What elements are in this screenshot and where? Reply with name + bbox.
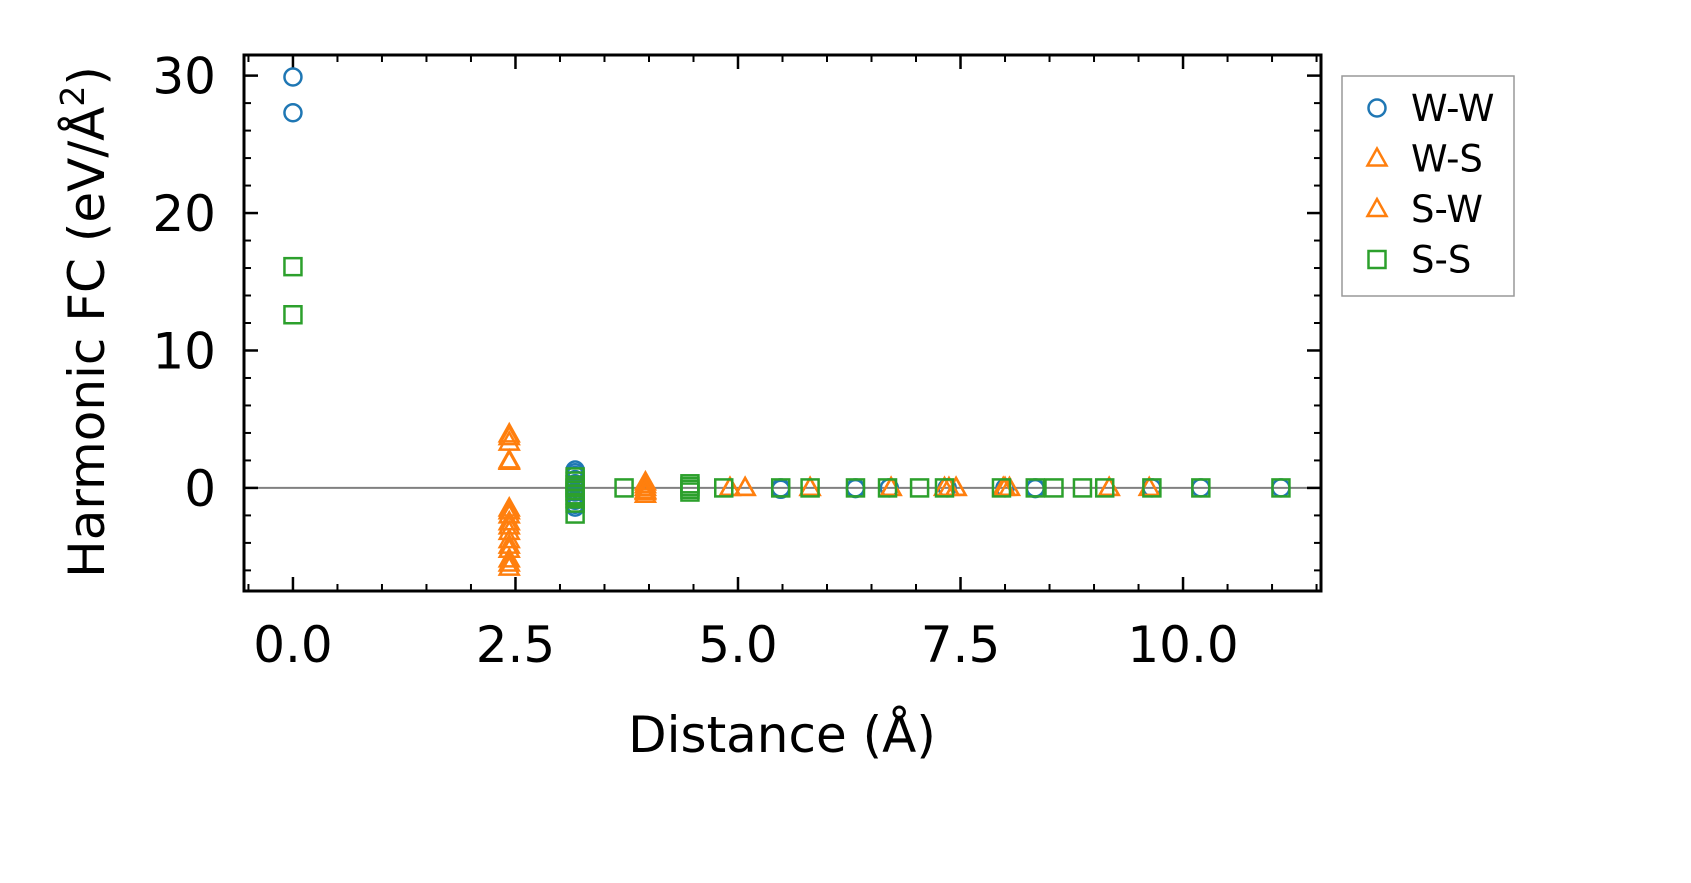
- data-point-s-w: [798, 475, 822, 497]
- series-w-w: [283, 67, 1291, 517]
- data-point-s-s: [283, 305, 303, 325]
- data-point-s-w: [497, 550, 521, 572]
- x-tick-label: 0.0: [253, 616, 333, 674]
- series-s-s: [283, 256, 1291, 524]
- data-point-s-w: [633, 472, 658, 494]
- legend-label: S-S: [1411, 239, 1471, 282]
- data-point-s-s: [1025, 478, 1046, 498]
- y-axis-label: Harmonic FC (eV/Å2): [53, 66, 116, 578]
- data-point-s-w: [497, 447, 521, 469]
- x-axis-label: Distance (Å): [628, 706, 936, 764]
- x-tick-label: 2.5: [476, 616, 556, 674]
- legend-marker-s-s: [1367, 249, 1387, 270]
- data-point-s-s: [1191, 478, 1211, 498]
- data-point-s-s: [680, 482, 700, 502]
- data-point-s-s: [934, 478, 955, 498]
- data-point-w-w: [283, 67, 303, 87]
- major-ticks: [244, 55, 1321, 591]
- x-tick-label: 7.5: [921, 616, 1001, 674]
- data-point-s-s: [991, 478, 1012, 498]
- data-point-s-w: [497, 424, 521, 446]
- legend-item-s-w: S-W: [1365, 188, 1483, 231]
- data-point-s-s: [283, 256, 303, 277]
- data-point-s-s: [770, 478, 791, 498]
- data-point-s-s: [1094, 478, 1115, 498]
- legend-item-w-s: W-S: [1365, 138, 1483, 181]
- x-tick-label: 10.0: [1127, 616, 1238, 674]
- data-point-s-s: [877, 478, 898, 498]
- data-point-w-w: [283, 102, 303, 123]
- legend-label: W-W: [1411, 87, 1495, 130]
- data-point-s-s: [1142, 478, 1162, 498]
- y-axis-label-close: ): [58, 66, 116, 86]
- x-tick-labels: 0.0 2.5 5.0 7.5 10.0: [253, 616, 1239, 674]
- plot-area: [242, 53, 1323, 593]
- data-point-w-s: [497, 546, 521, 568]
- data-point-s-s: [565, 504, 585, 524]
- plot-frame: [242, 53, 1323, 593]
- legend-marker-w-w: [1367, 98, 1387, 118]
- minor-ticks: [244, 55, 1321, 591]
- y-axis-label-superscript: 2: [53, 86, 92, 107]
- data-point-s-s: [714, 478, 734, 498]
- data-point-s-s: [845, 478, 866, 498]
- data-point-s-s: [800, 478, 820, 498]
- data-point-s-s: [909, 478, 930, 498]
- y-tick-label: 10: [152, 322, 216, 380]
- series-s-w: [497, 424, 1121, 572]
- data-point-s-s: [1072, 478, 1093, 498]
- y-tick-labels: 0 10 20 30: [152, 48, 216, 518]
- legend-item-w-w: W-W: [1367, 87, 1495, 130]
- data-point-s-s: [565, 493, 585, 513]
- data-point-s-s: [1044, 478, 1064, 498]
- data-point-w-s: [497, 421, 521, 443]
- data-point-s-w: [733, 475, 757, 497]
- y-tick-label: 30: [152, 48, 216, 106]
- legend: W-W W-S S-W S-S: [1341, 75, 1515, 297]
- y-tick-label: 20: [152, 185, 216, 243]
- series-w-s: [497, 421, 1161, 576]
- legend-label: W-S: [1411, 138, 1483, 181]
- data-point-s-w: [718, 475, 742, 497]
- legend-items: W-W W-S S-W S-S: [1365, 87, 1495, 282]
- data-point-w-s: [633, 475, 658, 497]
- data-point-w-s: [633, 469, 658, 491]
- legend-marker-s-w: [1365, 196, 1389, 218]
- legend-marker-w-s: [1365, 145, 1389, 167]
- data-point-s-s: [614, 478, 634, 498]
- data-point-s-w: [944, 475, 968, 497]
- data-point-s-s: [1271, 478, 1291, 498]
- x-tick-label: 5.0: [698, 616, 778, 674]
- y-tick-label: 0: [184, 460, 216, 518]
- legend-label: S-W: [1411, 188, 1483, 231]
- legend-item-s-s: S-S: [1367, 239, 1471, 282]
- y-axis-label-main: Harmonic FC (eV/Å: [58, 107, 116, 578]
- data-point-s-w: [633, 478, 658, 499]
- data-point-w-s: [497, 555, 521, 576]
- data-points: [283, 67, 1291, 576]
